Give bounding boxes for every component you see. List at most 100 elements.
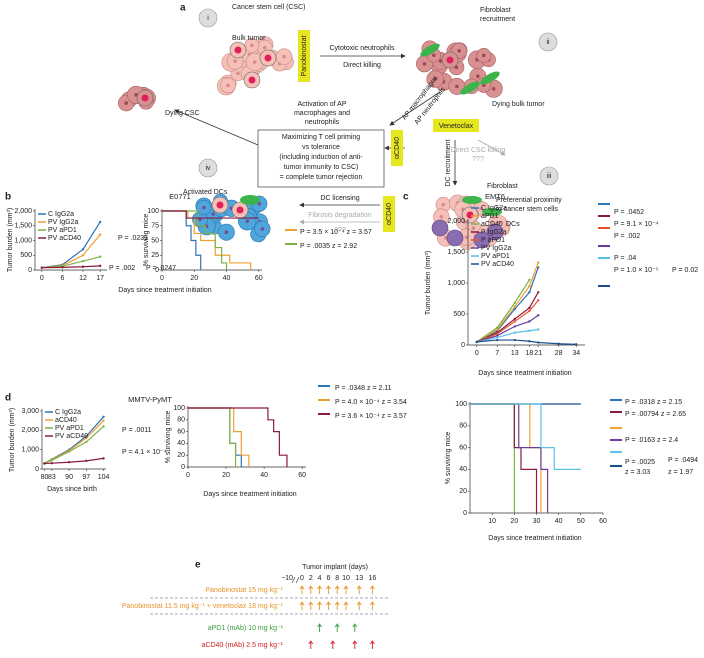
dose-arrow bbox=[370, 640, 375, 649]
x-tick-label: 20 bbox=[510, 518, 518, 525]
annotation: P = .002 bbox=[109, 265, 135, 272]
dose-arrow bbox=[326, 585, 331, 594]
nucleus bbox=[432, 53, 436, 58]
legend-label: C IgG2a bbox=[55, 409, 81, 416]
stage-badge bbox=[539, 166, 559, 186]
point bbox=[513, 305, 516, 308]
nucleus bbox=[466, 211, 474, 219]
y-tick-label: 100 bbox=[455, 401, 467, 408]
axis bbox=[187, 406, 306, 468]
x-tick-label: 34 bbox=[572, 350, 580, 357]
legend-label: aPD1 bbox=[481, 213, 499, 220]
y-tick-label: 100 bbox=[173, 405, 185, 412]
annotation: P = .00794 z = 2.65 bbox=[625, 411, 686, 418]
label: DC recruitment bbox=[445, 139, 452, 186]
nucleus bbox=[471, 226, 476, 230]
point bbox=[513, 320, 516, 323]
dose-arrow bbox=[317, 585, 322, 594]
x-tick-label: 50 bbox=[577, 518, 585, 525]
dose-arrow bbox=[299, 601, 305, 610]
annotation: z = 3.03 bbox=[625, 469, 650, 476]
nucleus bbox=[211, 212, 215, 216]
point bbox=[528, 284, 531, 288]
dose-arrow bbox=[326, 601, 331, 610]
x-tick-label: 40 bbox=[223, 275, 231, 282]
drug-label: Panobinostat bbox=[301, 36, 308, 77]
point bbox=[513, 331, 516, 334]
dose-arrow bbox=[352, 640, 358, 649]
x-tick-label: 83 bbox=[48, 474, 56, 481]
nucleus bbox=[252, 60, 257, 64]
label: Cancer stem cell (CSC) bbox=[232, 4, 306, 11]
x-tick-label: 60 bbox=[255, 275, 263, 282]
dose-arrow bbox=[343, 585, 349, 594]
legend-label: PV aCD40 bbox=[48, 235, 81, 242]
drug-label: αCD40 bbox=[394, 137, 401, 159]
dc bbox=[446, 229, 464, 247]
legend-label: P IgG2a bbox=[481, 229, 507, 236]
annotation: P = 9.1 × 10⁻⁴ bbox=[614, 221, 659, 228]
nucleus bbox=[457, 49, 461, 53]
panel-label: e bbox=[195, 560, 201, 571]
nucleus bbox=[497, 220, 502, 225]
point bbox=[81, 265, 85, 268]
y-tick-label: 2,000 bbox=[21, 427, 39, 434]
label: (including induction of anti- bbox=[279, 154, 363, 161]
nucleus bbox=[264, 54, 272, 62]
point bbox=[40, 266, 44, 269]
fibroblast bbox=[462, 196, 482, 204]
y-tick-label: 1,500 bbox=[14, 223, 32, 230]
stage-label: ii bbox=[546, 39, 550, 46]
annotation: P = .0231 bbox=[118, 235, 148, 242]
y-axis-label: Tumor burden (mm³) bbox=[9, 408, 16, 472]
day-label: 2 bbox=[309, 575, 313, 582]
x-tick-label: 0 bbox=[475, 350, 479, 357]
x-axis-label: Days since treatment initiation bbox=[488, 535, 581, 542]
point bbox=[61, 266, 64, 269]
point bbox=[496, 326, 499, 329]
annotation: P = .0163 z = 2.4 bbox=[625, 437, 678, 444]
point bbox=[513, 325, 516, 328]
annotation: P = .04 bbox=[614, 255, 636, 262]
nucleus bbox=[248, 76, 256, 84]
point bbox=[537, 341, 540, 344]
y-tick-label: 1,000 bbox=[21, 447, 39, 454]
label: Maximizing T cell priming bbox=[282, 134, 360, 141]
dose-arrow bbox=[356, 601, 362, 610]
point bbox=[98, 233, 102, 236]
day-label: 16 bbox=[369, 575, 377, 582]
series-line bbox=[188, 407, 237, 467]
day-label: 6 bbox=[326, 575, 330, 582]
nucleus bbox=[438, 59, 443, 63]
label: Preferential proximity bbox=[496, 197, 562, 204]
point bbox=[537, 314, 540, 317]
row-label: aPD1 (mAb) 10 mg kg⁻¹ bbox=[208, 625, 284, 632]
dc bbox=[431, 219, 449, 237]
x-axis-label: Days since birth bbox=[47, 486, 97, 493]
dc bbox=[486, 223, 504, 241]
diagram-arrows bbox=[174, 53, 506, 225]
annotation: z = 1.97 bbox=[668, 469, 693, 476]
day-label: 13 bbox=[355, 575, 363, 582]
legend-label: C IgG2a bbox=[48, 211, 74, 218]
series-line bbox=[41, 265, 101, 269]
y-axis-label: Tumor burden (mm³) bbox=[7, 208, 14, 272]
y-tick-label: 80 bbox=[459, 423, 467, 430]
y-tick-label: 1,000 bbox=[447, 280, 465, 287]
row-label: Panobinostat 15 mg kg⁻¹ bbox=[205, 587, 283, 594]
nucleus bbox=[236, 71, 240, 76]
point bbox=[528, 320, 531, 323]
panel-label: c bbox=[403, 192, 409, 203]
label: recruitment bbox=[480, 16, 515, 23]
nucleus bbox=[224, 230, 229, 234]
label: Dying bulk tumor bbox=[492, 101, 545, 108]
annotation: P = .0247 bbox=[146, 265, 176, 272]
point bbox=[85, 459, 88, 463]
y-tick-label: 3,000 bbox=[21, 408, 39, 415]
point bbox=[537, 299, 540, 302]
x-tick-label: 20 bbox=[190, 275, 198, 282]
point bbox=[528, 278, 531, 282]
x-tick-label: 18 bbox=[526, 350, 534, 357]
x-tick-label: 7 bbox=[495, 350, 499, 357]
